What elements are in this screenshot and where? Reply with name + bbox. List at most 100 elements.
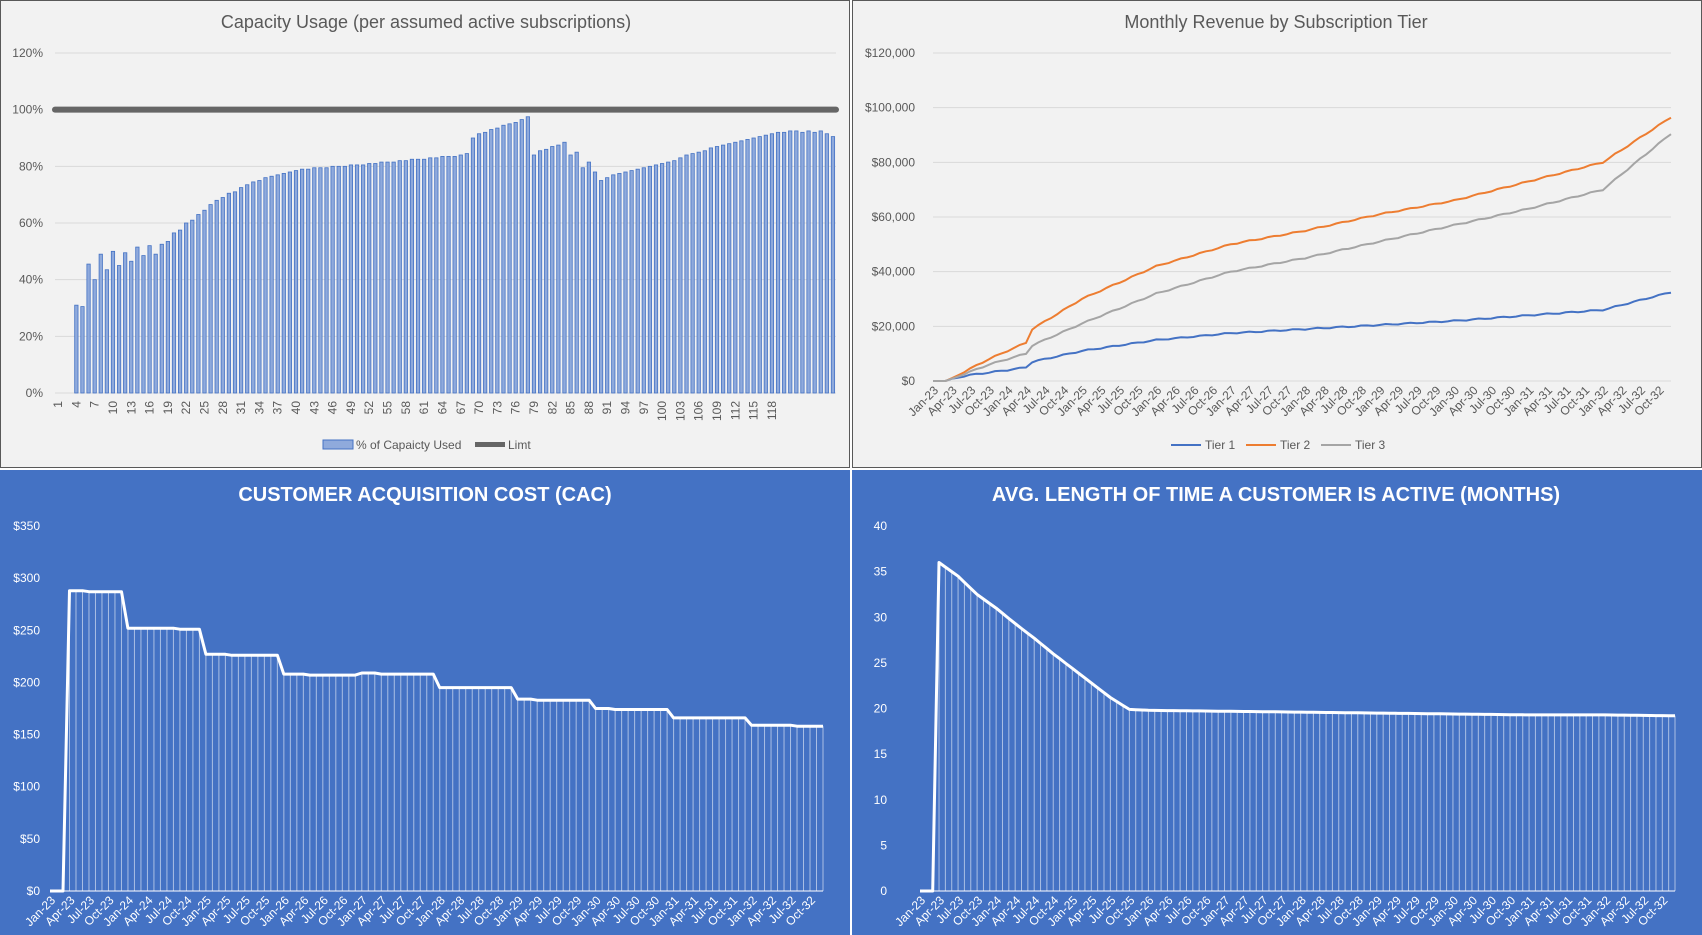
capacity-bar bbox=[556, 144, 561, 394]
capacity-bar bbox=[751, 137, 756, 394]
capacity-bar bbox=[666, 161, 671, 394]
x-tick-label: 67 bbox=[454, 401, 468, 415]
x-tick-label: 40 bbox=[289, 401, 303, 415]
capacity-bar bbox=[74, 304, 79, 394]
capacity-bar bbox=[769, 133, 775, 394]
y-tick-label: 5 bbox=[880, 838, 887, 852]
capacity-bar bbox=[623, 171, 628, 394]
y-tick-label: $40,000 bbox=[872, 265, 916, 279]
chart-legend: % of Capaicty Used Limt bbox=[322, 438, 531, 452]
capacity-bar bbox=[672, 160, 677, 394]
capacity-bar bbox=[263, 177, 268, 394]
capacity-bar bbox=[568, 154, 573, 394]
capacity-bar bbox=[171, 232, 177, 394]
monthly-revenue-chart: Monthly Revenue by Subscription Tier $0 $… bbox=[865, 12, 1672, 452]
capacity-bar bbox=[684, 154, 689, 394]
capacity-bar bbox=[830, 136, 836, 394]
series-line-tier-2 bbox=[933, 116, 1672, 382]
capacity-bar bbox=[690, 153, 695, 394]
chart-legend: Tier 1 Tier 2 Tier 3 bbox=[1171, 438, 1386, 452]
x-tick-label: 73 bbox=[490, 401, 504, 415]
y-tick-label: 120% bbox=[12, 46, 43, 60]
x-tick-label: 13 bbox=[124, 401, 138, 415]
x-tick-label: 16 bbox=[143, 401, 157, 415]
y-tick-label: $100 bbox=[13, 780, 40, 794]
x-tick-label: 58 bbox=[399, 401, 413, 415]
y-tick-label: 20% bbox=[19, 329, 43, 343]
capacity-bar bbox=[800, 131, 805, 394]
x-tick-label: 112 bbox=[728, 401, 742, 420]
capacity-bar bbox=[464, 153, 469, 394]
capacity-bar bbox=[647, 165, 652, 394]
y-tick-label: $250 bbox=[13, 623, 40, 637]
x-tick-label: 25 bbox=[197, 401, 211, 415]
capacity-bar bbox=[116, 265, 122, 394]
capacity-bar bbox=[202, 209, 207, 394]
capacity-bar bbox=[92, 279, 97, 394]
capacity-bar bbox=[513, 122, 518, 394]
y-tick-label: 60% bbox=[19, 216, 43, 230]
capacity-bar bbox=[208, 204, 213, 394]
x-tick-label: 52 bbox=[362, 401, 376, 415]
capacity-bar bbox=[275, 174, 280, 394]
x-tick-label: 94 bbox=[618, 401, 632, 415]
capacity-bar bbox=[788, 130, 793, 394]
x-tick-label: 37 bbox=[271, 401, 285, 415]
capacity-bar bbox=[324, 167, 329, 394]
capacity-bar bbox=[184, 222, 189, 394]
x-tick-label: 43 bbox=[307, 401, 321, 415]
capacity-bar bbox=[220, 197, 225, 394]
capacity-bar bbox=[367, 163, 372, 394]
capacity-bar bbox=[446, 156, 451, 394]
capacity-usage-panel: Capacity Usage (per assumed active subsc… bbox=[0, 0, 850, 468]
y-tick-label: 30 bbox=[874, 610, 888, 624]
capacity-bar bbox=[483, 131, 488, 394]
capacity-bar bbox=[135, 246, 140, 394]
capacity-bar bbox=[611, 174, 616, 394]
x-tick-label: 91 bbox=[600, 401, 614, 415]
capacity-bar bbox=[257, 180, 262, 394]
capacity-bar bbox=[391, 161, 396, 394]
x-tick-label: 46 bbox=[326, 401, 340, 415]
capacity-bar bbox=[714, 146, 720, 394]
capacity-bar bbox=[617, 173, 622, 394]
capacity-bar bbox=[635, 168, 640, 394]
capacity-bar bbox=[165, 241, 170, 394]
y-tick-label: $350 bbox=[13, 519, 40, 533]
y-tick-label: $50 bbox=[20, 832, 40, 846]
capacity-bar bbox=[794, 130, 799, 394]
capacity-bar bbox=[519, 119, 524, 394]
capacity-bar bbox=[354, 164, 360, 394]
x-tick-label: 55 bbox=[381, 401, 395, 415]
series-line bbox=[920, 561, 1676, 893]
capacity-bar bbox=[763, 134, 768, 394]
y-tick-label: 10 bbox=[874, 793, 888, 807]
capacity-bar bbox=[226, 192, 231, 394]
x-tick-label: 49 bbox=[344, 401, 358, 415]
capacity-bar bbox=[452, 156, 457, 394]
legend-label: Tier 3 bbox=[1355, 438, 1386, 452]
capacity-bar bbox=[708, 147, 713, 394]
capacity-bar bbox=[818, 130, 823, 394]
x-tick-label: 31 bbox=[234, 401, 248, 415]
capacity-bar bbox=[293, 170, 299, 394]
y-tick-label: $20,000 bbox=[872, 319, 916, 333]
legend-label: Limt bbox=[508, 438, 531, 452]
capacity-bar bbox=[782, 131, 787, 394]
y-tick-label: $80,000 bbox=[872, 155, 916, 169]
capacity-bar bbox=[245, 184, 250, 394]
legend-swatch-bar bbox=[322, 439, 354, 450]
series-line-tier-3 bbox=[933, 133, 1672, 382]
capacity-bar bbox=[434, 157, 439, 394]
x-tick-label: 88 bbox=[582, 401, 596, 415]
capacity-bar bbox=[702, 150, 707, 394]
x-tick-label: 19 bbox=[161, 401, 175, 415]
x-tick-label: 79 bbox=[527, 401, 541, 415]
capacity-bar bbox=[739, 140, 744, 394]
capacity-bar bbox=[98, 253, 103, 394]
capacity-bar bbox=[574, 151, 579, 394]
legend-label: % of Capaicty Used bbox=[356, 438, 461, 452]
capacity-bar bbox=[141, 255, 146, 394]
avg-active-length-chart: AVG. LENGTH OF TIME A CUSTOMER IS ACTIVE… bbox=[874, 484, 1676, 929]
legend-label: Tier 1 bbox=[1205, 438, 1236, 452]
